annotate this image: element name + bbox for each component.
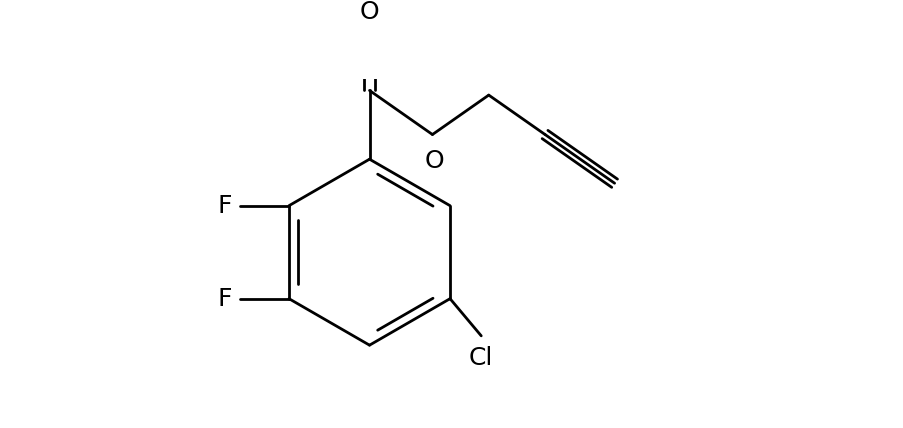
Text: Cl: Cl	[469, 345, 493, 369]
Text: F: F	[218, 287, 232, 311]
Text: O: O	[359, 0, 379, 24]
Text: F: F	[218, 194, 232, 218]
Text: O: O	[424, 149, 443, 173]
